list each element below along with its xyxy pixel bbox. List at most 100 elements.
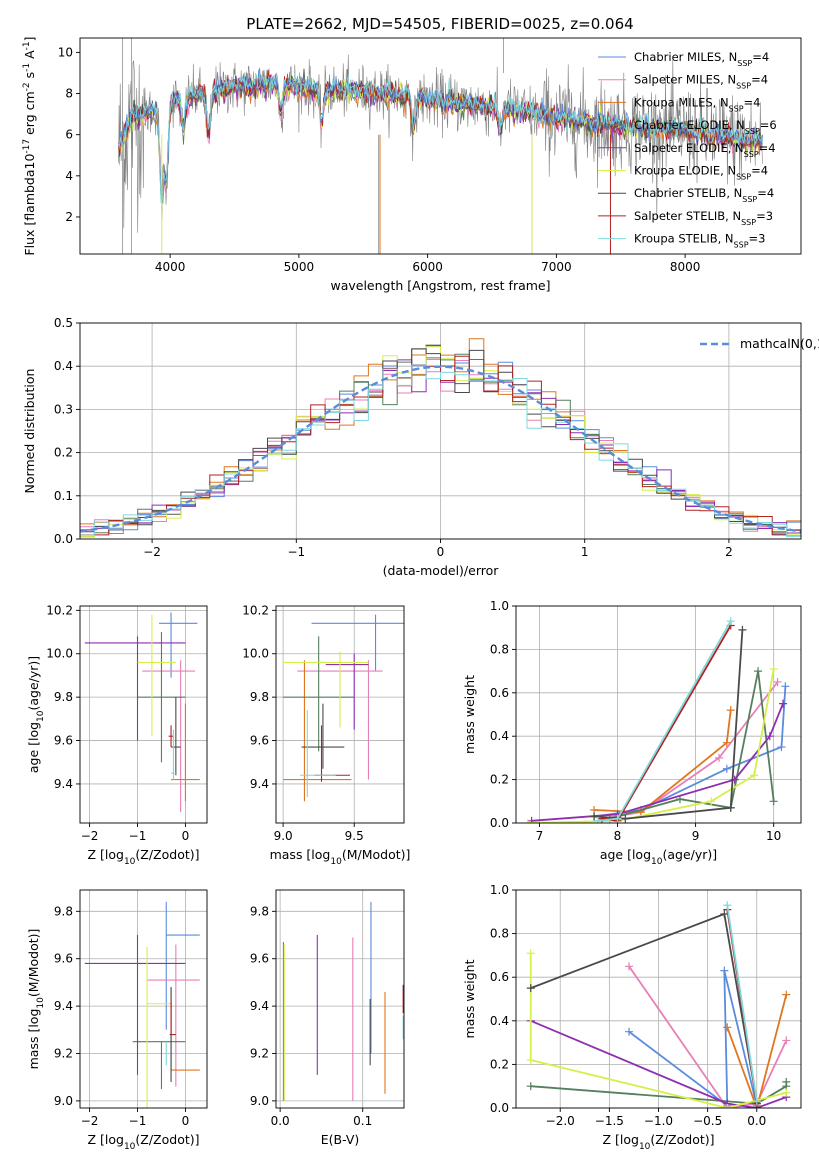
label-fragment: 10 <box>36 997 46 1009</box>
label-fragment: odot)] <box>677 1132 715 1147</box>
y-tick-label: 10.0 <box>46 647 73 661</box>
legend-entry: Chabrier STELIB, NSSP=4 <box>634 186 774 204</box>
label-fragment: odot)] <box>162 1132 200 1147</box>
plot-area <box>118 38 763 254</box>
label-fragment: (Z/Z <box>135 1132 161 1147</box>
plus-marker <box>526 984 535 993</box>
label-fragment: SSP <box>741 217 756 226</box>
label-fragment: A <box>22 50 37 63</box>
x-tick-label: 9.0 <box>274 829 293 843</box>
plus-marker <box>738 625 747 634</box>
plus-marker <box>613 814 622 823</box>
label-fragment: mass weight <box>462 959 477 1038</box>
label-fragment: odot)] <box>162 847 200 862</box>
x-axis-label: Z [log10(Z/Zodot)] <box>87 847 199 867</box>
label-fragment: 10 <box>639 1142 651 1152</box>
x-tick-label: 2 <box>725 545 733 559</box>
plus-marker <box>527 816 536 823</box>
label-fragment: 10 <box>651 857 663 867</box>
model-spectrum-line <box>118 72 763 207</box>
label-fragment: Kroupa STELIB, N <box>634 232 734 246</box>
legend-entry: mathcalN(0,1) <box>740 336 819 351</box>
label-fragment: =3 <box>749 232 766 246</box>
x-axis-label: (data-model)/error <box>383 563 500 578</box>
plus-marker <box>779 699 788 708</box>
label-fragment: Chabrier MILES, N <box>634 50 737 64</box>
label-fragment: (M/M <box>26 966 41 997</box>
label-fragment: SSP <box>745 127 760 136</box>
label-fragment: Salpeter STELIB, N <box>634 209 741 223</box>
plus-marker <box>752 1097 761 1106</box>
legend-entry: Kroupa STELIB, NSSP=3 <box>634 232 765 250</box>
plus-marker <box>726 617 735 626</box>
label-fragment: -2 <box>22 82 32 91</box>
y-axis-label: Normed distribution <box>22 369 37 494</box>
label-fragment: (Z/Z <box>650 1132 676 1147</box>
x-axis-label: mass [log10(M/Modot)] <box>270 847 411 867</box>
label-fragment: Salpeter ELODIE, N <box>634 141 744 155</box>
y-tick-label: 9.6 <box>250 952 269 966</box>
x-axis-label: age [log10(age/yr)] <box>600 847 717 867</box>
label-fragment: Z [log <box>87 847 123 862</box>
y-tick-label: 9.4 <box>250 999 269 1013</box>
x-tick-label: −1 <box>129 829 147 843</box>
plus-marker <box>782 1036 791 1045</box>
y-tick-label: 0.0 <box>54 532 73 546</box>
label-fragment: E(B-V) <box>321 1132 360 1147</box>
label-fragment: =4 <box>757 186 774 200</box>
label-fragment: mass [log <box>26 1009 41 1070</box>
y-axis-label: age [log10(age/yr)] <box>26 656 46 773</box>
y-tick-label: 10 <box>58 45 73 59</box>
legend-entry: Salpeter MILES, NSSP=4 <box>634 73 768 91</box>
mass-vs-ebv-panel: 0.0 0.1 9.0 9.2 9.4 9.6 9.8 E(B-V) <box>250 889 405 1147</box>
x-axis-label: Z [log10(Z/Zodot)] <box>602 1132 714 1152</box>
label-fragment: (age/yr)] <box>662 847 717 862</box>
y-tick-label: 9.4 <box>250 777 269 791</box>
x-axis-label: Z [log10(Z/Zodot)] <box>87 1132 199 1152</box>
plus-marker <box>777 743 786 752</box>
y-tick-label: 10.2 <box>242 603 269 617</box>
x-tick-label: −2 <box>81 1114 99 1128</box>
y-tick-label: 8 <box>65 87 73 101</box>
y-tick-label: 9.8 <box>250 690 269 704</box>
plus-marker <box>726 706 735 715</box>
y-tick-label: 0.1 <box>54 489 73 503</box>
label-fragment: =4 <box>751 164 768 178</box>
label-fragment: mass weight <box>462 675 477 754</box>
y-axis-label: mass weight <box>462 675 477 754</box>
label-fragment: 10 <box>36 710 46 722</box>
plus-marker <box>715 753 724 762</box>
label-fragment: s <box>22 72 37 83</box>
label-fragment: Chabrier STELIB, N <box>634 186 742 200</box>
y-tick-label: 0.5 <box>54 316 73 330</box>
label-fragment: =6 <box>760 118 777 132</box>
x-tick-label: 7000 <box>541 260 572 274</box>
axes-frame <box>79 37 802 255</box>
x-tick-label: 10 <box>766 829 781 843</box>
legend-entry: Chabrier ELODIE, NSSP=6 <box>634 118 777 136</box>
x-axis-label: wavelength [Angstrom, rest frame] <box>330 278 550 293</box>
label-fragment: (M/M <box>342 847 373 862</box>
label-fragment: -17 <box>22 139 32 154</box>
label-fragment: (Z/Z <box>135 847 161 862</box>
mass-weight-line <box>628 970 758 1108</box>
label-fragment: SSP <box>744 149 759 158</box>
y-tick-label: 9.6 <box>54 734 73 748</box>
x-tick-label: −1 <box>129 1114 147 1128</box>
y-tick-label: 9.8 <box>54 904 73 918</box>
y-axis-label: Flux [flambda10-17 erg cm-2 s-1 A-1] <box>22 36 37 255</box>
plus-marker <box>726 803 735 812</box>
label-fragment: Z [log <box>602 1132 638 1147</box>
plus-marker <box>781 682 790 691</box>
x-tick-label: 9.5 <box>345 829 364 843</box>
legend-entry: Chabrier MILES, NSSP=4 <box>634 50 769 68</box>
label-fragment: SSP <box>729 104 744 113</box>
label-fragment: 10 <box>124 1142 136 1152</box>
x-tick-label: 1 <box>581 545 589 559</box>
y-tick-label: 2 <box>65 210 73 224</box>
y-tick-label: 9.0 <box>250 1094 269 1108</box>
plus-marker <box>625 1027 634 1036</box>
y-tick-label: 9.8 <box>250 904 269 918</box>
